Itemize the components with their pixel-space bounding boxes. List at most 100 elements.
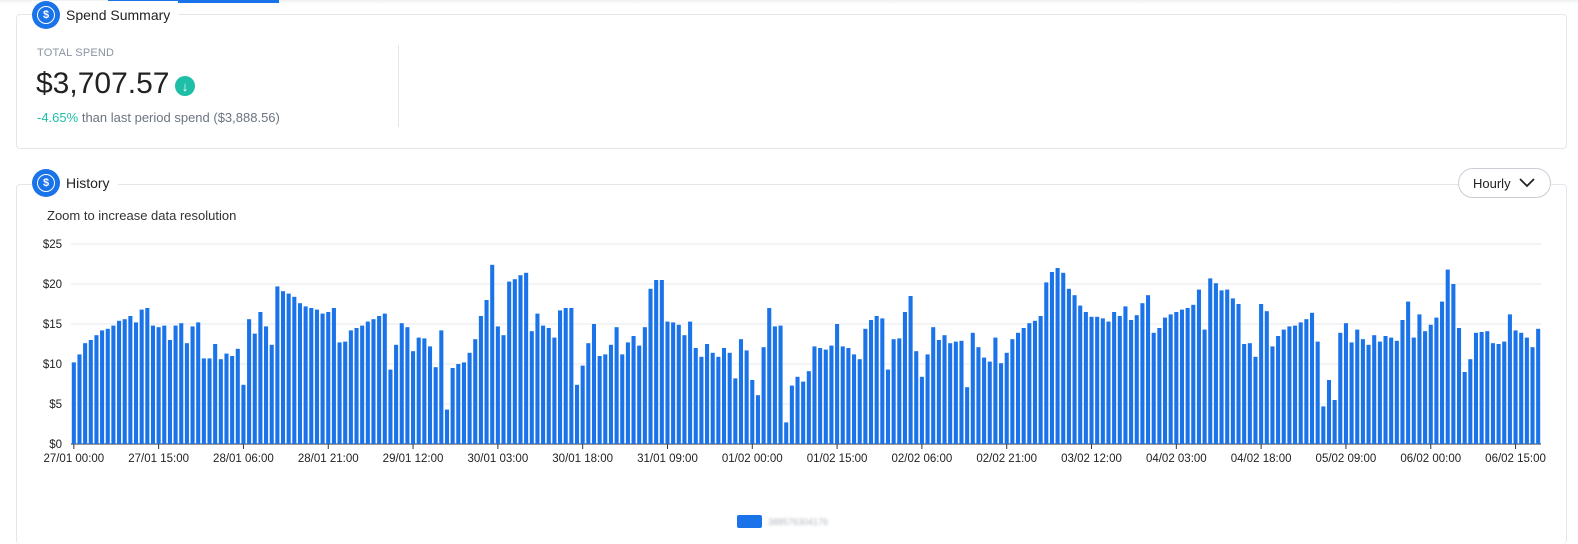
bar[interactable] xyxy=(1106,321,1111,444)
bar[interactable] xyxy=(999,363,1004,444)
bar[interactable] xyxy=(1089,316,1094,444)
bar[interactable] xyxy=(1440,301,1445,444)
bar[interactable] xyxy=(1095,316,1100,444)
bar[interactable] xyxy=(326,312,331,444)
bar[interactable] xyxy=(733,378,738,444)
bar[interactable] xyxy=(1112,312,1117,444)
bar[interactable] xyxy=(682,335,687,444)
bar[interactable] xyxy=(1394,340,1399,444)
bar[interactable] xyxy=(931,327,936,444)
bar[interactable] xyxy=(162,325,167,444)
bar[interactable] xyxy=(558,310,563,444)
bar[interactable] xyxy=(574,384,580,444)
bar[interactable] xyxy=(902,312,907,444)
bar[interactable] xyxy=(111,325,116,444)
bar[interactable] xyxy=(133,322,139,444)
bar[interactable] xyxy=(761,347,766,444)
bar[interactable] xyxy=(512,279,517,444)
bar[interactable] xyxy=(337,342,342,444)
bar[interactable] xyxy=(1236,304,1241,444)
bar[interactable] xyxy=(744,350,749,444)
bar[interactable] xyxy=(1253,356,1258,444)
bar[interactable] xyxy=(156,327,161,444)
bar[interactable] xyxy=(1230,298,1235,444)
bar[interactable] xyxy=(416,337,421,444)
bar[interactable] xyxy=(546,328,551,444)
bar[interactable] xyxy=(1287,326,1292,444)
bar[interactable] xyxy=(1100,318,1105,444)
bar[interactable] xyxy=(1468,359,1473,444)
bar[interactable] xyxy=(422,338,427,444)
bar[interactable] xyxy=(778,325,783,444)
bar[interactable] xyxy=(444,409,450,444)
bar[interactable] xyxy=(846,348,851,444)
bar[interactable] xyxy=(552,337,557,444)
bar[interactable] xyxy=(117,320,122,444)
bar[interactable] xyxy=(710,352,715,444)
bar[interactable] xyxy=(959,340,964,444)
bar[interactable] xyxy=(806,371,811,444)
bar[interactable] xyxy=(524,272,529,444)
bar[interactable] xyxy=(801,381,806,444)
bar[interactable] xyxy=(625,342,630,444)
bar[interactable] xyxy=(201,358,206,444)
bar[interactable] xyxy=(586,343,591,444)
bar[interactable] xyxy=(1032,320,1038,444)
bar[interactable] xyxy=(1434,317,1439,444)
bar[interactable] xyxy=(1015,332,1021,444)
bar[interactable] xyxy=(1485,331,1490,444)
bar[interactable] xyxy=(241,384,246,444)
bar[interactable] xyxy=(230,356,235,444)
bar[interactable] xyxy=(218,359,223,444)
bar[interactable] xyxy=(1456,328,1462,444)
bar[interactable] xyxy=(518,275,523,444)
bar[interactable] xyxy=(880,318,885,444)
bar[interactable] xyxy=(190,326,195,444)
bar[interactable] xyxy=(1496,344,1501,444)
bar[interactable] xyxy=(987,361,992,444)
bar[interactable] xyxy=(507,281,512,444)
bar[interactable] xyxy=(1502,341,1507,444)
bar[interactable] xyxy=(1055,268,1060,444)
bar[interactable] xyxy=(1519,332,1524,444)
bar[interactable] xyxy=(179,323,184,444)
bar[interactable] xyxy=(1490,343,1495,444)
bar[interactable] xyxy=(1366,344,1371,444)
bar[interactable] xyxy=(139,309,144,444)
bar[interactable] xyxy=(1061,272,1066,444)
bar[interactable] xyxy=(721,348,727,444)
bar[interactable] xyxy=(1524,337,1529,444)
bar[interactable] xyxy=(1213,283,1218,444)
bar[interactable] xyxy=(264,326,269,444)
bar[interactable] xyxy=(716,356,721,444)
bar[interactable] xyxy=(671,322,676,444)
bar[interactable] xyxy=(1264,311,1269,444)
bar[interactable] xyxy=(608,344,613,444)
bar[interactable] xyxy=(784,422,789,444)
bar[interactable] xyxy=(320,313,325,444)
bar[interactable] xyxy=(1281,329,1286,444)
bar[interactable] xyxy=(885,369,891,444)
bar[interactable] xyxy=(874,316,879,444)
bar[interactable] xyxy=(852,354,857,444)
bar[interactable] xyxy=(1479,332,1484,444)
bar[interactable] xyxy=(286,293,291,444)
bar[interactable] xyxy=(122,319,127,444)
bar[interactable] xyxy=(1004,352,1009,444)
bar[interactable] xyxy=(857,359,862,444)
bar[interactable] xyxy=(1536,328,1541,444)
bar[interactable] xyxy=(484,300,489,444)
bar[interactable] xyxy=(976,347,981,444)
bar[interactable] xyxy=(908,296,913,444)
bar[interactable] xyxy=(835,324,840,444)
bar[interactable] xyxy=(654,280,659,444)
bar[interactable] xyxy=(738,339,744,444)
bar[interactable] xyxy=(693,348,698,444)
bar[interactable] xyxy=(637,345,642,444)
bar[interactable] xyxy=(292,296,297,444)
bar[interactable] xyxy=(1196,289,1201,444)
bar[interactable] xyxy=(1044,282,1049,444)
bar[interactable] xyxy=(818,348,823,444)
bar[interactable] xyxy=(371,319,376,444)
bar[interactable] xyxy=(1309,312,1315,444)
